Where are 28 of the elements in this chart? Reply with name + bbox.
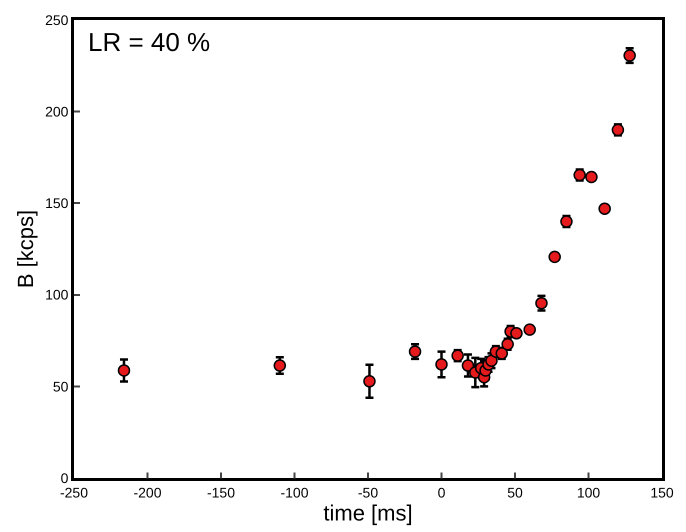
x-tick-label: -250 (60, 484, 88, 501)
x-tick-label: 100 (576, 484, 600, 501)
point (118, 364, 130, 377)
x-tick-label: -100 (280, 484, 309, 501)
point (274, 359, 286, 372)
point (363, 375, 376, 388)
annotation: LR = 40 % (88, 27, 210, 57)
y-tick-label: 200 (45, 104, 69, 120)
y-tick-label: 150 (45, 195, 69, 212)
x-tick-label: 0 (438, 484, 446, 501)
point (408, 345, 422, 358)
point (485, 354, 498, 367)
point (462, 359, 474, 372)
point (535, 296, 548, 310)
y-tick-label: 250 (45, 12, 69, 28)
x-tick-label: -150 (206, 484, 236, 501)
point (623, 49, 636, 62)
x-axis-title: time [ms] (323, 500, 413, 526)
x-tick-label: -200 (133, 484, 162, 501)
y-tick-label: 100 (45, 286, 69, 303)
x-tick-label: 50 (507, 484, 523, 501)
x-tick-label: -50 (358, 484, 378, 501)
point (435, 358, 448, 371)
point (598, 202, 611, 215)
x-tick-label: 150 (650, 484, 674, 501)
y-tick-label: 50 (52, 378, 69, 394)
y-tick-label: 0 (60, 470, 69, 486)
y-axis-title: B [kcps] (12, 210, 38, 288)
